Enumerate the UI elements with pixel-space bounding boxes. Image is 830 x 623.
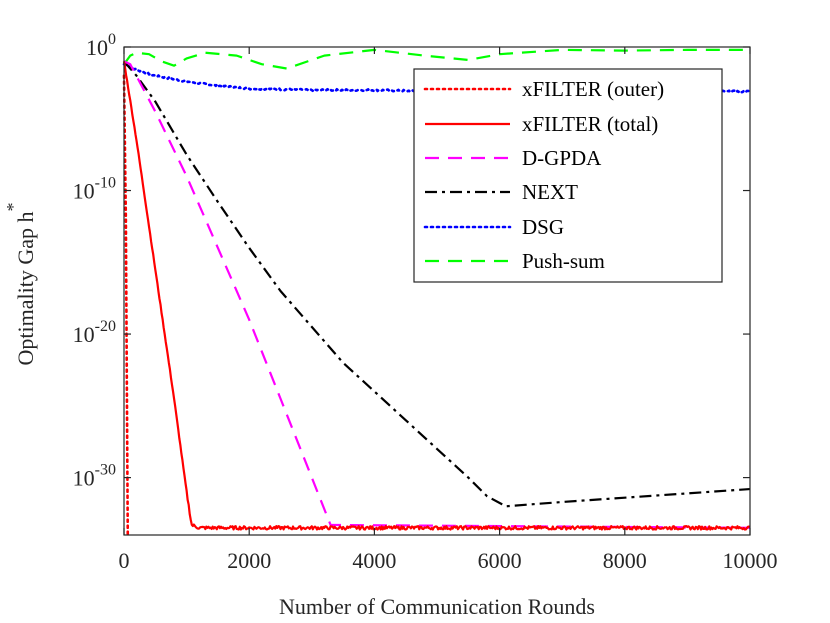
series-line-push-sum — [123, 48, 750, 70]
y-tick-label: 10-30 — [73, 462, 116, 491]
y-tick-label: 10-20 — [73, 318, 116, 347]
plot-frame — [123, 46, 751, 536]
series-line-xfilter-total — [122, 61, 751, 531]
series-line-d-gpda — [123, 60, 751, 529]
x-tick-label: 6000 — [478, 548, 522, 573]
legend-label-xfilter-outer: xFILTER (outer) — [522, 77, 664, 101]
series-line-xfilter-outer — [122, 74, 130, 537]
x-tick-label: 8000 — [603, 548, 647, 573]
legend-label-dsg: DSG — [522, 215, 564, 239]
x-axis-title: Number of Communication Rounds — [279, 594, 595, 619]
axis-ticks: 0 2000 4000 6000 8000 10000 100 10-10 10-20 10-30 — [73, 31, 778, 573]
legend-box — [413, 68, 723, 283]
x-tick-label: 2000 — [227, 548, 271, 573]
legend-label-xfilter-total: xFILTER (total) — [522, 112, 658, 136]
legend-label-d-gpda: D-GPDA — [522, 146, 602, 170]
legend-label-push-sum: Push-sum — [522, 249, 605, 273]
legend: xFILTER (outer) xFILTER (total) D-GPDA N… — [413, 68, 723, 283]
x-tick-label: 10000 — [723, 548, 778, 573]
y-axis-title: Optimality Gap h* — [3, 203, 38, 366]
y-axis-title-superscript: * — [3, 203, 23, 212]
legend-label-next: NEXT — [522, 180, 578, 204]
y-axis-title-main: Optimality Gap h — [13, 212, 38, 366]
y-tick-label: 100 — [86, 31, 116, 60]
x-tick-label: 0 — [119, 548, 130, 573]
y-tick-label: 10-10 — [73, 175, 116, 204]
x-tick-label: 4000 — [352, 548, 396, 573]
